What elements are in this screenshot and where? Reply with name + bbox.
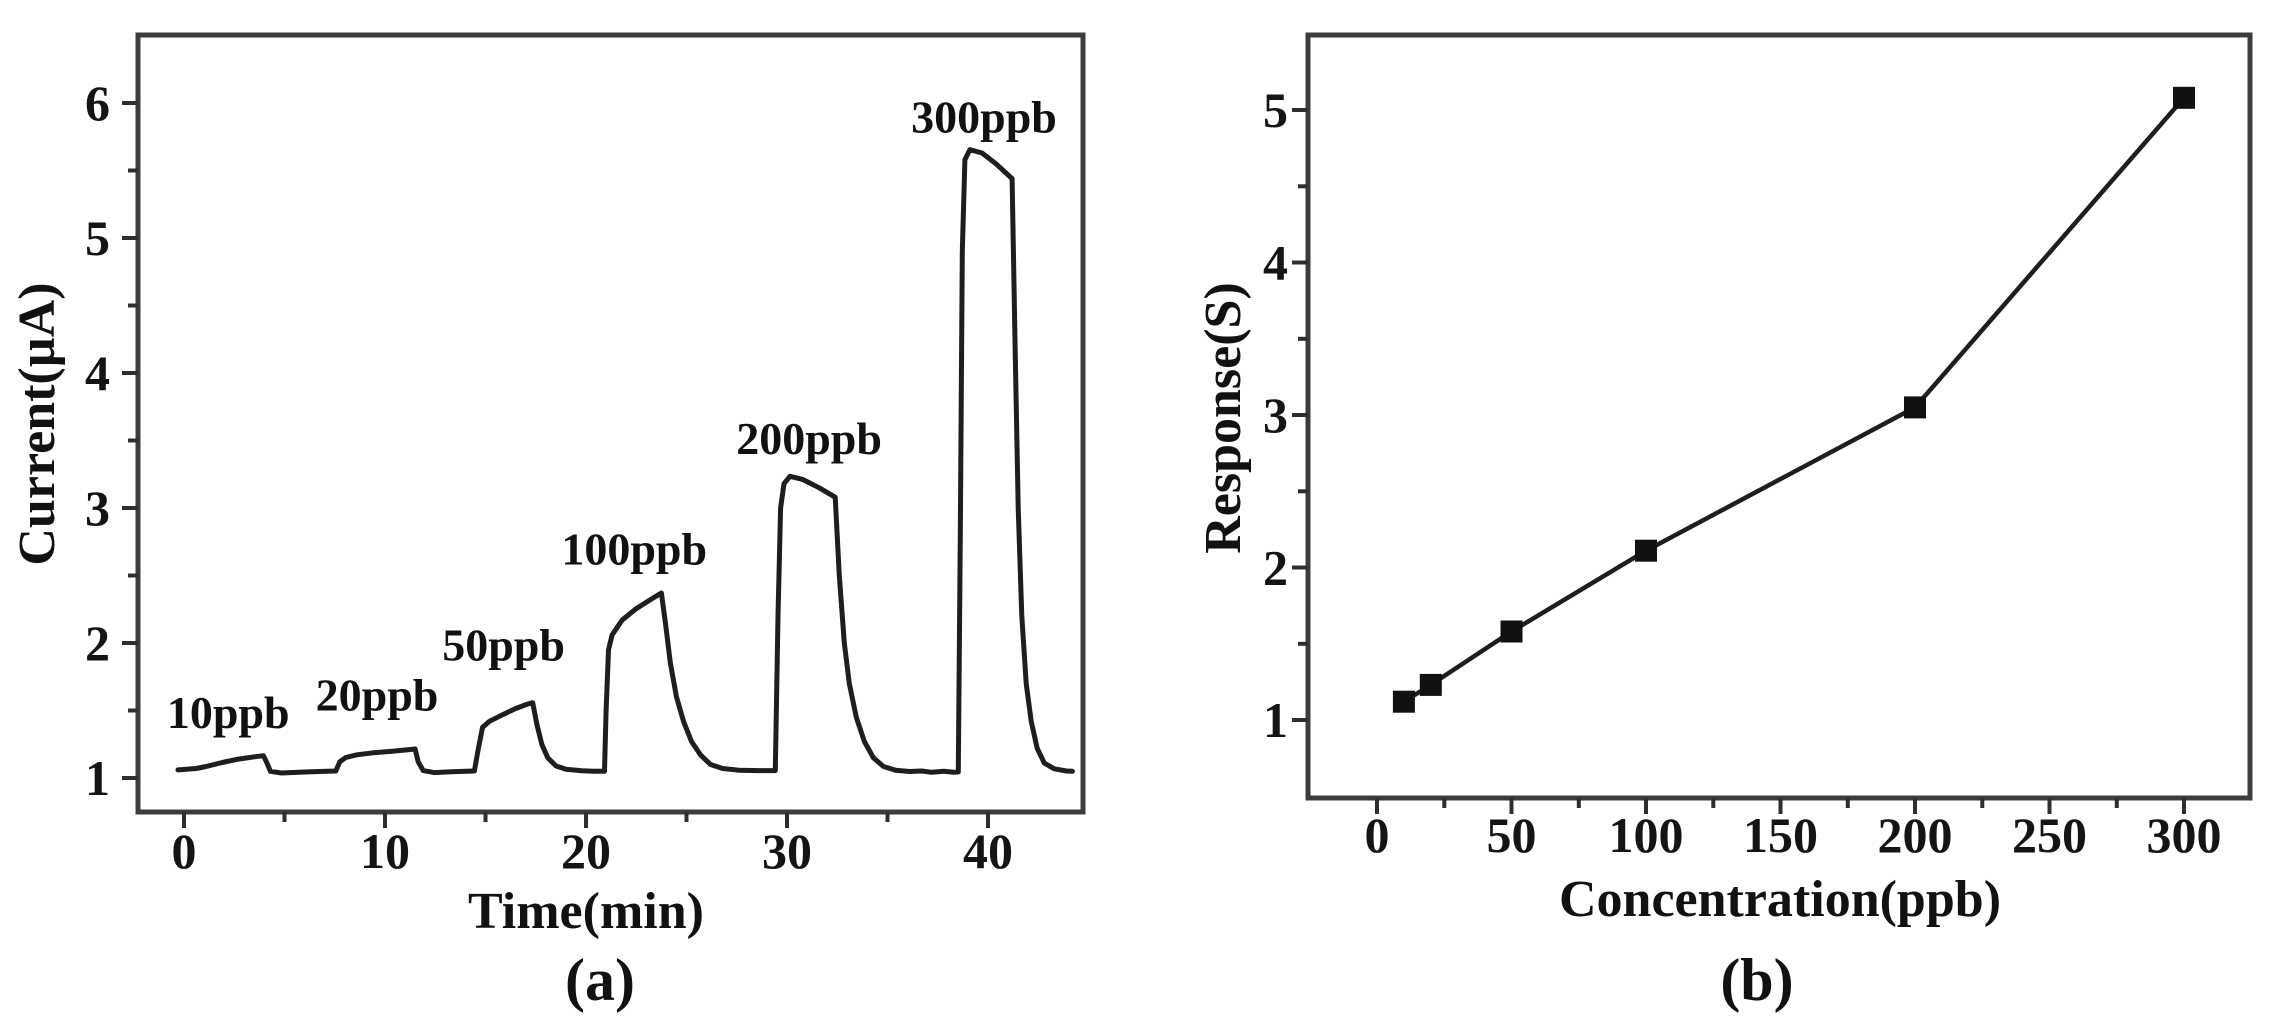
x-tick-label: 100 bbox=[1609, 807, 1684, 863]
y-axis-title-b: Response(S) bbox=[1195, 282, 1252, 554]
plot-frame-b bbox=[1305, 32, 2253, 801]
data-point-square bbox=[1419, 673, 1442, 696]
gas-concentration-label: 100ppb bbox=[561, 524, 707, 575]
x-tick-label: 150 bbox=[1743, 807, 1818, 863]
plot-frame-a bbox=[135, 32, 1086, 815]
y-tick-label: 3 bbox=[85, 480, 110, 536]
panel-label-b: (b) bbox=[1720, 947, 1793, 1013]
gas-concentration-label: 20ppb bbox=[316, 669, 439, 720]
y-tick-label: 5 bbox=[85, 210, 110, 266]
gas-concentration-label: 300ppb bbox=[911, 92, 1057, 143]
y-tick-label: 3 bbox=[1263, 387, 1288, 443]
data-point-square bbox=[1500, 620, 1523, 643]
y-tick-label: 5 bbox=[1263, 82, 1288, 138]
y-tick-label: 6 bbox=[85, 75, 110, 131]
x-axis-title-a: Time(min) bbox=[468, 883, 704, 940]
x-tick-label: 300 bbox=[2147, 807, 2222, 863]
gas-concentration-label: 200ppb bbox=[736, 413, 882, 464]
gas-concentration-label: 50ppb bbox=[442, 619, 565, 670]
calibration-line bbox=[1402, 96, 2186, 704]
x-tick-label: 250 bbox=[2012, 807, 2087, 863]
axis-ticks-a: 0 10 20 30 40 1 2 3 4 5 6 bbox=[85, 75, 1013, 879]
axis-ticks-b: 0 50 100 150 200 250 300 1 2 3 4 5 bbox=[1263, 82, 2222, 863]
x-tick-label: 200 bbox=[1878, 807, 1953, 863]
y-tick-label: 1 bbox=[85, 750, 110, 806]
y-tick-label: 4 bbox=[85, 345, 110, 401]
y-tick-label: 2 bbox=[85, 615, 110, 671]
data-point-square bbox=[1635, 539, 1657, 562]
data-point-square bbox=[1392, 690, 1415, 713]
x-tick-label: 40 bbox=[963, 823, 1013, 879]
calibration-data-points bbox=[1392, 86, 2195, 713]
panel-label-a: (a) bbox=[565, 947, 635, 1013]
x-tick-label: 30 bbox=[762, 823, 812, 879]
x-tick-label: 0 bbox=[172, 823, 197, 879]
panel-b-response-vs-concentration: 0 50 100 150 200 250 300 1 2 3 4 5 Concentration(pp… bbox=[1195, 32, 2253, 1013]
y-tick-label: 1 bbox=[1263, 692, 1288, 748]
y-axis-title-a: Current(µA) bbox=[9, 282, 66, 565]
gas-concentration-label: 10ppb bbox=[167, 687, 290, 738]
x-tick-label: 20 bbox=[561, 823, 611, 879]
x-tick-label: 50 bbox=[1487, 807, 1537, 863]
x-tick-label: 10 bbox=[360, 823, 410, 879]
data-point-square bbox=[2173, 86, 2195, 109]
current-response-curve bbox=[175, 147, 1075, 776]
y-tick-label: 4 bbox=[1263, 235, 1288, 291]
x-axis-title-b: Concentration(ppb) bbox=[1559, 871, 2001, 928]
y-tick-label: 2 bbox=[1263, 540, 1288, 596]
x-tick-label: 0 bbox=[1365, 807, 1390, 863]
data-point-square bbox=[1904, 396, 1926, 419]
